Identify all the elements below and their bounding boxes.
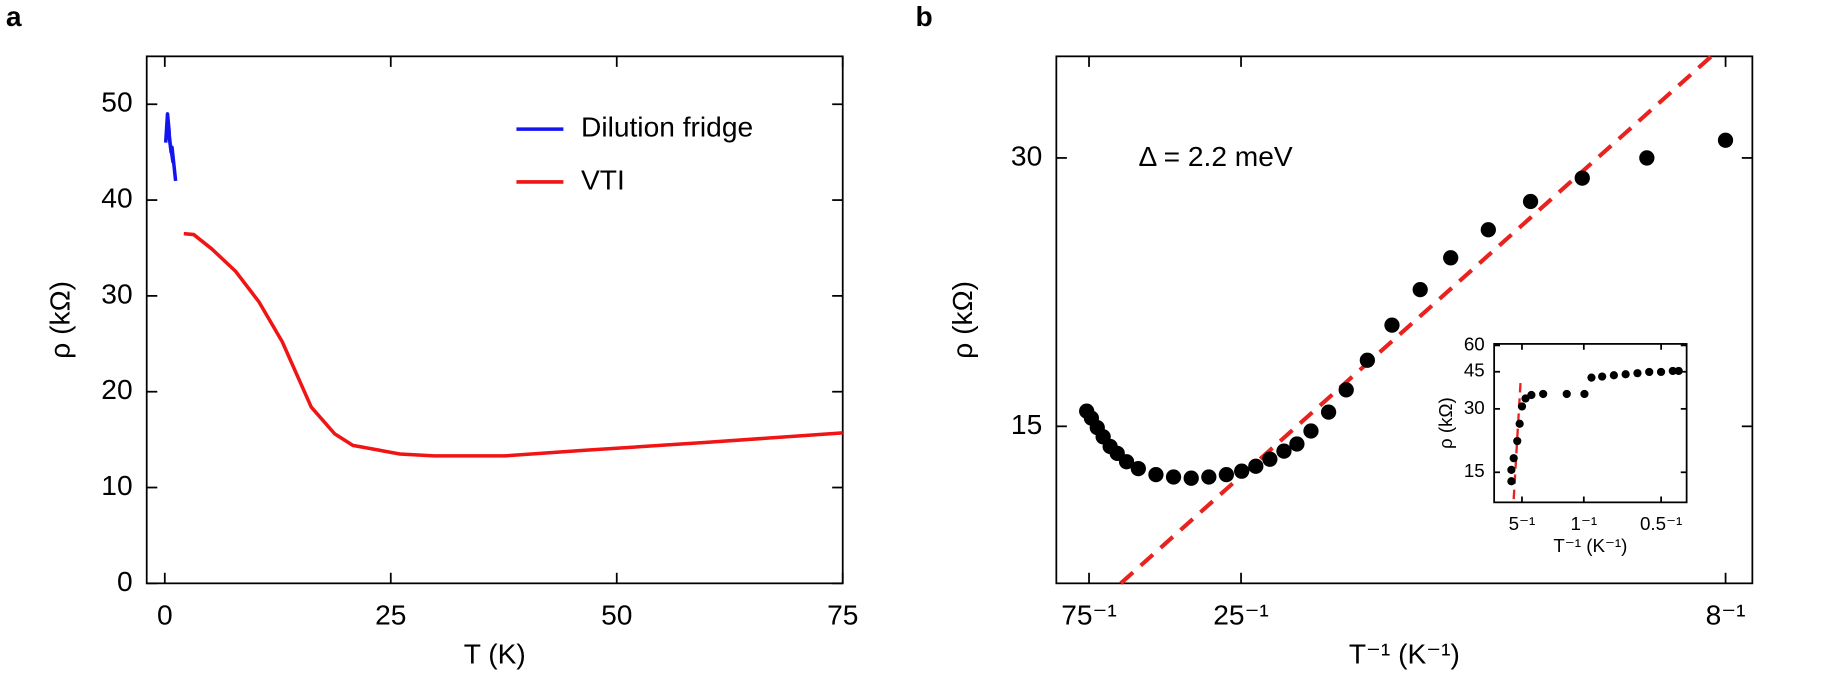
data-point [1587, 373, 1596, 382]
y-tick-label: 40 [101, 183, 132, 214]
data-point [1717, 132, 1734, 148]
data-point [1165, 469, 1182, 485]
fit-line [1512, 377, 1522, 500]
x-axis-label: T⁻¹ (K⁻¹) [1553, 535, 1627, 556]
data-point [1539, 389, 1548, 399]
y-tick-label: 30 [1464, 397, 1485, 418]
annotation: Δ = 2.2 meV [1139, 141, 1293, 172]
data-point [1289, 436, 1305, 452]
data-point [1574, 170, 1590, 186]
y-axis-label: ρ (kΩ) [947, 281, 978, 359]
data-point [1248, 458, 1264, 474]
data-point [1517, 402, 1527, 411]
data-point [1359, 352, 1375, 368]
plot-frame [1493, 343, 1688, 504]
y-tick-label: 15 [1011, 409, 1042, 440]
plot-frame [145, 55, 844, 585]
data-point [1639, 150, 1655, 166]
data-point [1668, 366, 1677, 376]
data-point [1218, 467, 1235, 483]
data-point [1633, 369, 1642, 378]
legend-label: VTI [581, 164, 625, 195]
data-point [1527, 390, 1536, 400]
fit-line [1119, 54, 1713, 585]
x-tick-label: 0 [157, 600, 173, 631]
x-tick-label: 75 [827, 600, 858, 631]
data-point [1621, 370, 1630, 379]
data-point [1598, 372, 1607, 381]
data-point [1443, 250, 1459, 266]
x-tick-label: 1⁻¹ [1571, 513, 1598, 534]
data-point [1320, 404, 1337, 420]
data-point [1674, 366, 1683, 376]
panel-label: a [6, 1, 22, 32]
y-tick-label: 10 [101, 470, 132, 501]
data-point [1183, 470, 1199, 486]
x-tick-label: 5⁻¹ [1509, 513, 1536, 534]
x-tick-label: 0.5⁻¹ [1640, 513, 1682, 534]
data-point [1201, 469, 1217, 485]
data-point [1580, 389, 1589, 399]
data-point [1507, 465, 1516, 474]
x-axis-label: T (K) [464, 639, 526, 670]
x-tick-label: 25⁻¹ [1213, 600, 1269, 631]
data-point [1338, 382, 1354, 398]
y-axis-label: ρ (kΩ) [1435, 397, 1456, 449]
data-point [1412, 282, 1428, 298]
data-point [1303, 423, 1319, 439]
y-tick-label: 15 [1464, 460, 1485, 481]
data-point [1609, 371, 1618, 380]
x-tick-label: 75⁻¹ [1061, 600, 1117, 631]
data-point [1513, 436, 1522, 446]
data-point [1148, 467, 1164, 483]
x-tick-label: 25 [375, 600, 406, 631]
y-tick-label: 50 [101, 87, 132, 118]
data-point [1645, 367, 1654, 377]
x-tick-label: 50 [601, 600, 632, 631]
data-line [183, 231, 843, 458]
data-point [1515, 419, 1524, 428]
legend-label: Dilution fridge [581, 112, 753, 143]
data-point [1118, 454, 1135, 470]
data-point [1130, 460, 1146, 477]
y-axis-label: ρ (kΩ) [45, 281, 76, 359]
data-point [1234, 463, 1250, 479]
data-point [1276, 443, 1292, 459]
y-tick-label: 20 [101, 374, 132, 405]
data-line [163, 112, 178, 182]
data-point [1562, 389, 1571, 399]
plot-frame [1055, 55, 1754, 585]
y-tick-label: 30 [101, 278, 132, 309]
data-point [1507, 477, 1516, 486]
data-point [1384, 317, 1400, 333]
y-tick-label: 45 [1464, 360, 1485, 381]
y-tick-label: 0 [117, 566, 133, 597]
panel-label: b [916, 1, 933, 32]
data-point [1509, 454, 1518, 463]
data-point [1522, 193, 1539, 210]
y-tick-label: 60 [1464, 333, 1485, 354]
data-point [1480, 222, 1496, 238]
data-point [1656, 367, 1666, 377]
x-axis-label: T⁻¹ (K⁻¹) [1349, 639, 1460, 670]
x-tick-label: 8⁻¹ [1706, 600, 1746, 631]
data-point [1262, 451, 1278, 467]
y-tick-label: 30 [1011, 140, 1042, 171]
